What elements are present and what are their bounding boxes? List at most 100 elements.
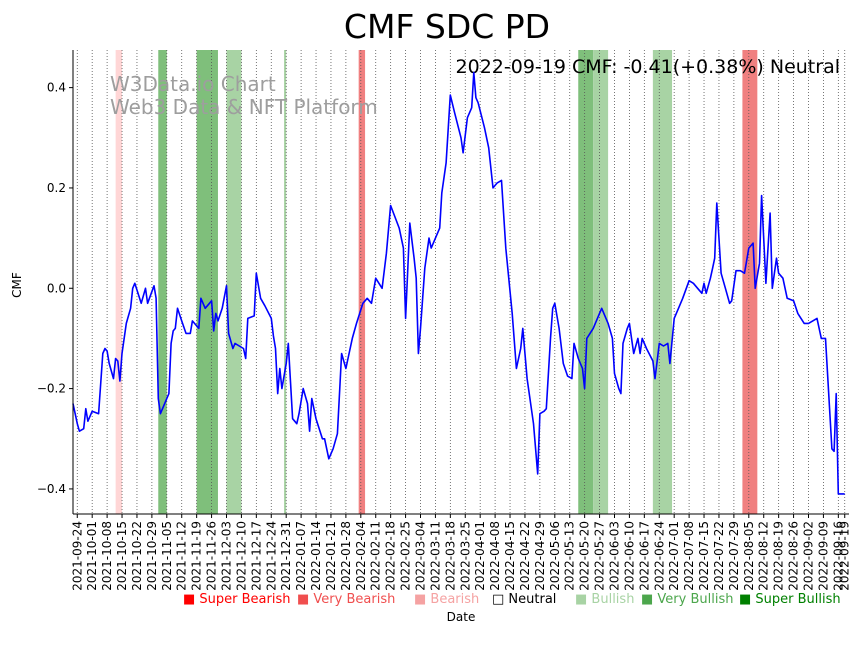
x-tick-label: 2022-01-07 — [294, 521, 308, 591]
x-tick-label: 2022-04-08 — [488, 521, 502, 591]
x-tick-label: 2021-12-24 — [264, 521, 278, 591]
legend-swatch-icon: □ — [492, 592, 509, 607]
band-bullish — [226, 50, 242, 514]
band-bullish — [593, 50, 609, 514]
legend-label: Very Bullish — [657, 592, 734, 607]
x-tick-label: 2022-05-20 — [578, 521, 592, 591]
x-tick-label: 2022-03-11 — [428, 521, 442, 591]
legend-label: Super Bullish — [755, 592, 841, 607]
x-tick-label: 2021-10-29 — [145, 521, 159, 591]
x-tick-label: 2021-12-03 — [219, 521, 233, 591]
x-tick-label: 2022-02-25 — [399, 521, 413, 591]
legend-item-super-bearish: ■ Super Bearish — [183, 592, 291, 607]
band-very-bullish — [196, 50, 218, 514]
chart-title: CMF SDC PD — [344, 7, 550, 46]
legend-label: Bearish — [430, 592, 480, 607]
watermark-line-1: W3Data.io Chart — [110, 72, 276, 96]
legend-swatch-icon: ■ — [641, 592, 658, 607]
band-very-bullish — [578, 50, 594, 514]
cmf-series — [72, 71, 845, 495]
legend-label: Super Bearish — [199, 592, 291, 607]
legend-swatch-icon: ■ — [739, 592, 756, 607]
x-tick-label: 2022-06-17 — [637, 521, 651, 591]
x-tick-label: 2021-10-22 — [130, 521, 144, 591]
legend-label: Neutral — [508, 592, 557, 607]
latest-value-annotation: 2022-09-19 CMF: -0.41(+0.38%) Neutral — [456, 56, 840, 78]
x-tick-label: 2022-05-27 — [593, 521, 607, 591]
y-ticks: −0.4 −0.2 0.0 0.2 0.4 — [37, 81, 73, 496]
x-tick-label: 2022-03-25 — [458, 521, 472, 591]
x-tick-label: 2022-04-15 — [503, 521, 517, 591]
legend-swatch-icon: ■ — [297, 592, 314, 607]
x-tick-label: 2022-09-16 — [831, 521, 845, 591]
x-ticks: 2021-09-24 2021-10-01 2021-10-08 2021-10-15… — [70, 514, 852, 591]
x-tick-label: 2022-07-22 — [712, 521, 726, 591]
x-tick-label: 2021-11-26 — [205, 521, 219, 591]
x-tick-label: 2022-03-18 — [443, 521, 457, 591]
y-axis-label: CMF — [10, 272, 24, 298]
legend-item-bullish: ■ Bullish — [575, 592, 634, 607]
x-tick-label: 2022-05-13 — [563, 521, 577, 591]
x-tick-label: 2022-05-06 — [548, 521, 562, 591]
legend-swatch-icon: ■ — [183, 592, 200, 607]
legend-swatch-icon: ■ — [414, 592, 431, 607]
x-tick-label: 2022-04-29 — [533, 521, 547, 591]
x-tick-label: 2021-12-31 — [279, 521, 293, 591]
x-tick-label: 2021-11-19 — [190, 521, 204, 591]
sentiment-bands — [115, 50, 758, 514]
x-tick-label: 2022-02-18 — [384, 521, 398, 591]
axes — [72, 50, 849, 515]
sentiment-legend: ■ Super Bearish ■ Very Bearish ■ Bearish □ … — [0, 592, 867, 610]
series-line-cmf — [72, 71, 845, 495]
x-tick-label: 2022-02-11 — [369, 521, 383, 591]
y-tick-label: 0.2 — [47, 181, 66, 195]
x-tick-label: 2022-03-04 — [413, 521, 427, 591]
y-tick-label: 0.0 — [47, 281, 66, 295]
x-tick-label: 2022-07-29 — [727, 521, 741, 591]
x-tick-label: 2021-12-10 — [234, 521, 248, 591]
x-tick-label: 2022-08-12 — [757, 521, 771, 591]
x-tick-label: 2022-07-08 — [682, 521, 696, 591]
x-tick-label: 2021-10-08 — [100, 521, 114, 591]
x-tick-label: 2022-06-03 — [607, 521, 621, 591]
x-tick-label: 2021-11-12 — [175, 521, 189, 591]
x-tick-label: 2022-01-28 — [339, 521, 353, 591]
legend-label: Very Bearish — [313, 592, 396, 607]
y-tick-label: 0.4 — [47, 81, 66, 95]
band-very-bullish — [158, 50, 167, 514]
band-bullish — [284, 50, 287, 514]
x-axis-label: Date — [447, 610, 476, 624]
band-very-bearish — [358, 50, 366, 514]
legend-item-very-bearish: ■ Very Bearish — [297, 592, 395, 607]
x-tick-label: 2021-09-24 — [70, 521, 84, 591]
legend-item-bearish: ■ Bearish — [414, 592, 479, 607]
x-tick-label: 2022-01-21 — [324, 521, 338, 591]
x-tick-label: 2022-08-26 — [787, 521, 801, 591]
legend-item-very-bullish: ■ Very Bullish — [641, 592, 733, 607]
x-tick-label: 2022-06-10 — [622, 521, 636, 591]
legend-swatch-icon: ■ — [575, 592, 592, 607]
legend-label: Bullish — [591, 592, 635, 607]
band-bullish — [652, 50, 673, 514]
x-tick-label: 2022-09-19 — [838, 521, 852, 591]
x-tick-label: 2022-06-24 — [652, 521, 666, 591]
x-tick-label: 2022-09-09 — [816, 521, 830, 591]
y-tick-label: −0.2 — [37, 382, 66, 396]
legend-item-neutral: □ Neutral — [492, 592, 556, 607]
legend-item-super-bullish: ■ Super Bullish — [739, 592, 841, 607]
y-tick-label: −0.4 — [37, 482, 66, 496]
x-tick-label: 2022-08-05 — [742, 521, 756, 591]
band-very-bearish — [742, 50, 758, 514]
x-tick-label: 2021-11-05 — [160, 521, 174, 591]
x-tick-label: 2022-08-19 — [772, 521, 786, 591]
x-tick-label: 2022-04-22 — [518, 521, 532, 591]
x-tick-label: 2021-10-15 — [115, 521, 129, 591]
x-tick-label: 2022-02-04 — [354, 521, 368, 591]
x-tick-label: 2022-07-15 — [697, 521, 711, 591]
band-bearish — [115, 50, 123, 514]
date-gridlines — [76, 50, 846, 514]
x-tick-label: 2021-10-01 — [85, 521, 99, 591]
x-tick-label: 2022-04-01 — [473, 521, 487, 591]
watermark-line-2: Web3 Data & NFT Platform — [110, 95, 378, 119]
x-tick-label: 2021-12-17 — [249, 521, 263, 591]
